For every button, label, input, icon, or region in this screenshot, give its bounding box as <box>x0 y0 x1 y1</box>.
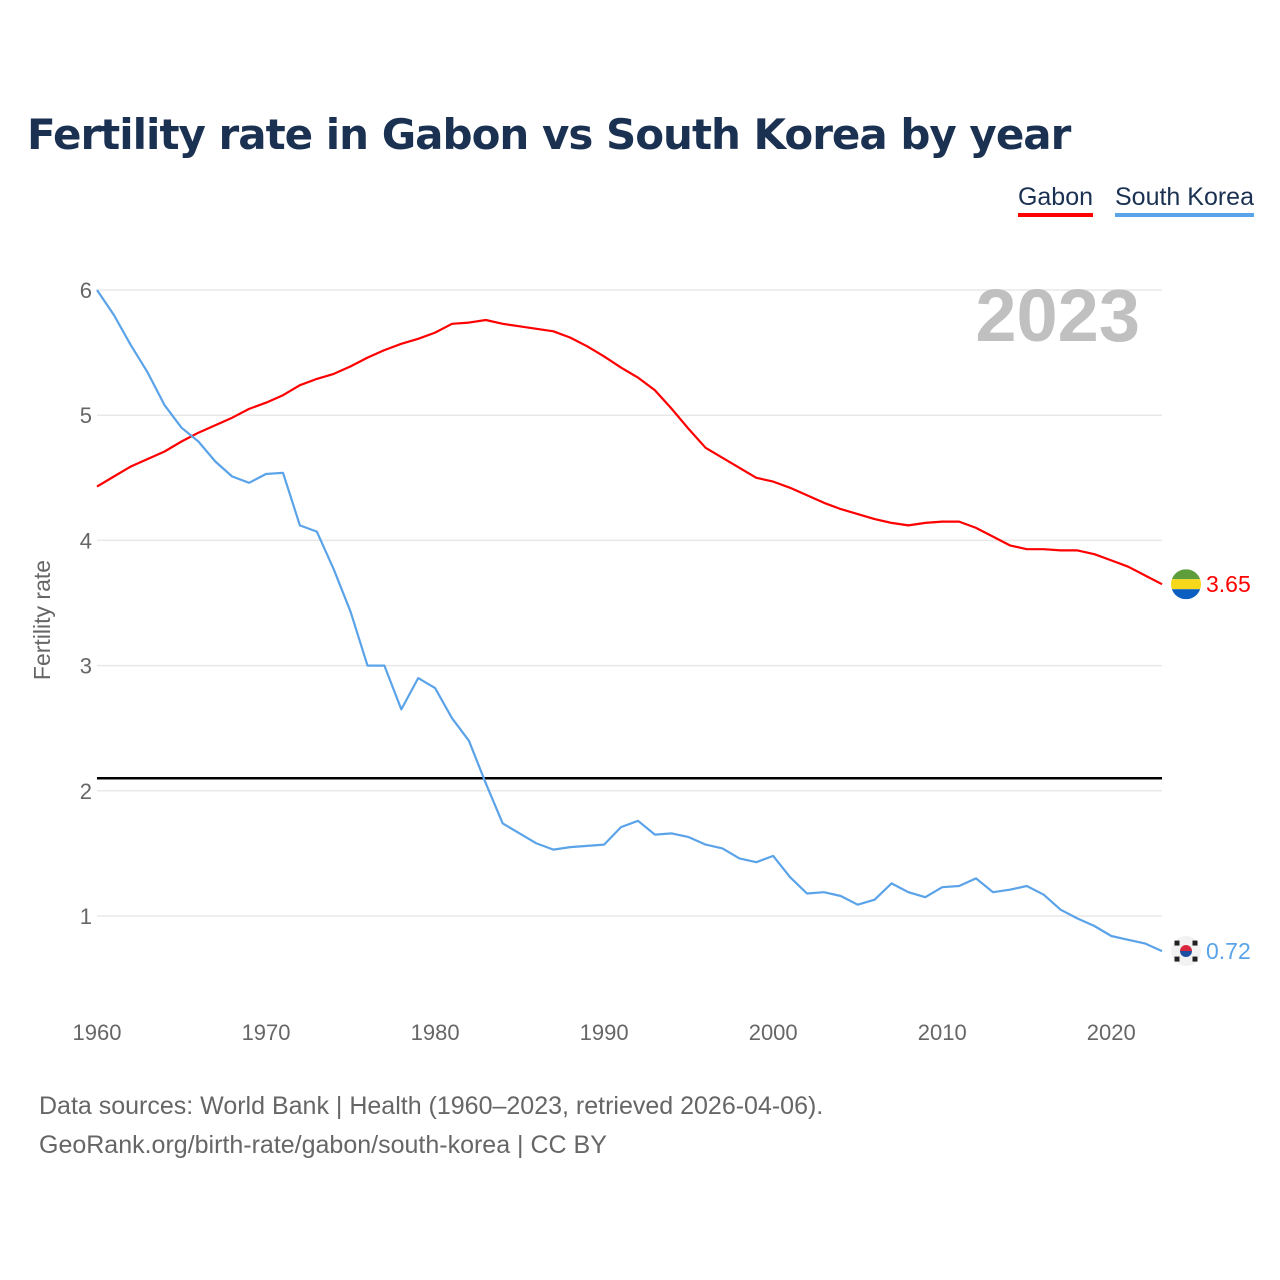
x-tick-label: 2000 <box>749 1020 798 1045</box>
x-tick-label: 2010 <box>918 1020 967 1045</box>
series-line-gabon <box>96 318 1163 586</box>
flag-trigram <box>1192 956 1198 962</box>
x-tick-label: 1980 <box>411 1020 460 1045</box>
end-label-south-korea: 0.72 <box>1206 938 1251 964</box>
flag-trigram <box>1174 940 1180 946</box>
flag-trigram <box>1192 940 1198 946</box>
legend: Gabon South Korea <box>1017 183 1254 217</box>
south-korea-flag-icon <box>1171 936 1201 967</box>
x-tick-label: 1990 <box>580 1020 629 1045</box>
flag-stripe <box>1171 589 1201 600</box>
flag-stripe <box>1171 579 1201 590</box>
x-tick-label: 1970 <box>242 1020 291 1045</box>
y-tick-label: 2 <box>80 779 92 804</box>
y-tick-label: 4 <box>80 528 92 553</box>
y-tick-label: 3 <box>80 654 92 679</box>
chart-title: Fertility rate in Gabon vs South Korea b… <box>27 110 1071 159</box>
series-line-south-korea <box>96 289 1163 953</box>
x-tick-label: 2020 <box>1087 1020 1136 1045</box>
flag-taeguk-blue <box>1180 951 1192 958</box>
y-tick-label: 5 <box>80 403 92 428</box>
footer-sources: Data sources: World Bank | Health (1960–… <box>39 1092 824 1120</box>
flag-trigram <box>1174 956 1180 962</box>
flag-taeguk-red <box>1180 945 1192 952</box>
y-tick-label: 1 <box>80 904 92 929</box>
y-tick-label: 6 <box>80 278 92 303</box>
legend-gabon[interactable]: Gabon <box>1017 183 1093 217</box>
y-axis-label: Fertility rate <box>29 560 55 680</box>
legend-south-korea[interactable]: South Korea <box>1115 183 1254 217</box>
year-watermark: 2023 <box>975 274 1140 357</box>
footer: Data sources: World Bank | Health (1960–… <box>39 1087 823 1165</box>
flag-stripe <box>1171 569 1201 580</box>
gabon-flag-icon <box>1171 569 1201 600</box>
footer-link[interactable]: GeoRank.org/birth-rate/gabon/south-korea… <box>39 1131 607 1159</box>
x-tick-label: 1960 <box>73 1020 122 1045</box>
end-label-gabon: 3.65 <box>1206 571 1251 597</box>
